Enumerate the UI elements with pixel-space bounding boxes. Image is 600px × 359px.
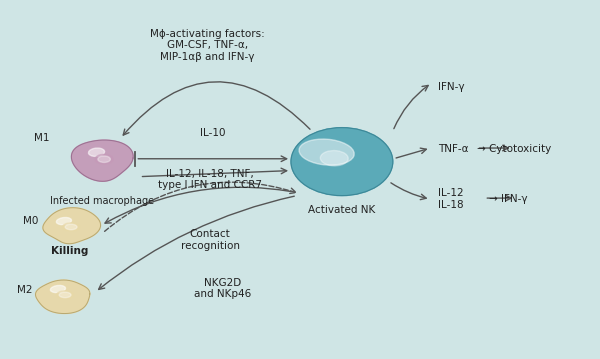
Ellipse shape — [56, 291, 74, 299]
Text: IFN-γ: IFN-γ — [437, 81, 464, 92]
Text: M2: M2 — [17, 285, 33, 295]
Text: Killing: Killing — [51, 246, 88, 256]
Text: → IFN-γ: → IFN-γ — [488, 194, 527, 204]
Ellipse shape — [299, 139, 354, 165]
Text: IL-12, IL-18, TNF,
type I IFN and CCR7: IL-12, IL-18, TNF, type I IFN and CCR7 — [158, 169, 262, 190]
Polygon shape — [71, 140, 133, 181]
Text: M0: M0 — [23, 216, 39, 225]
Ellipse shape — [98, 156, 110, 163]
Polygon shape — [35, 280, 90, 313]
Text: NKG2D
and NKp46: NKG2D and NKp46 — [194, 278, 251, 299]
Text: IL-10: IL-10 — [200, 128, 226, 138]
Ellipse shape — [291, 128, 393, 196]
Ellipse shape — [320, 150, 348, 166]
Text: Contact
recognition: Contact recognition — [181, 229, 240, 251]
Text: TNF-α: TNF-α — [437, 144, 468, 154]
Ellipse shape — [59, 292, 71, 298]
Ellipse shape — [62, 223, 80, 231]
Text: Infected macrophage: Infected macrophage — [50, 196, 155, 206]
Text: M1: M1 — [34, 134, 49, 143]
Ellipse shape — [50, 285, 65, 293]
Ellipse shape — [95, 154, 113, 164]
Text: → Cytotoxicity: → Cytotoxicity — [476, 144, 551, 154]
Text: Mϕ-activating factors:
GM-CSF, TNF-α,
MIP-1αβ and IFN-γ: Mϕ-activating factors: GM-CSF, TNF-α, MI… — [150, 29, 265, 62]
Text: IL-12
IL-18: IL-12 IL-18 — [437, 188, 463, 210]
Ellipse shape — [65, 224, 77, 230]
Ellipse shape — [56, 218, 71, 225]
Ellipse shape — [88, 148, 104, 157]
Text: Activated NK: Activated NK — [308, 205, 376, 215]
Polygon shape — [43, 208, 101, 244]
